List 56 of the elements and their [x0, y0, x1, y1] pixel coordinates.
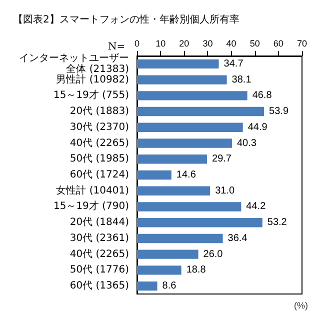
data-label: 38.1 [232, 74, 252, 86]
bar [137, 154, 208, 164]
bar [137, 281, 158, 291]
bar [137, 234, 223, 244]
y-tick-label: 60代 (1724) [70, 170, 130, 180]
x-tick-label: 50 [250, 38, 260, 48]
text: N= [108, 42, 126, 52]
bar [137, 186, 210, 196]
x-tick-label: 40 [226, 38, 236, 48]
y-tick-label: インターネットユーザー全体 (21383) [19, 52, 130, 75]
bar [137, 91, 248, 100]
bar [137, 106, 264, 116]
y-tick-label: 15～19才 (755) [53, 89, 130, 102]
y-tick-label: 女性計 (10401) [56, 184, 130, 196]
data-label: 36.4 [228, 232, 248, 244]
chart-title: 【図表2】スマートフォンの性・年齢別個人所有率 [13, 14, 240, 26]
data-label: 53.2 [267, 217, 288, 228]
bar [137, 122, 243, 132]
data-label: 26.0 [203, 248, 224, 260]
bar [137, 202, 242, 212]
y-tick-label: 50代 (1776) [70, 264, 130, 276]
data-label: 29.7 [212, 154, 232, 165]
x-tick-label: 60 [273, 38, 284, 48]
bar [137, 138, 232, 148]
y-tick-label: 50代 (1985) [70, 154, 130, 165]
bar [137, 75, 227, 84]
y-tick-label: 60代 (1365) [70, 280, 130, 292]
data-label: 44.2 [246, 201, 266, 212]
x-tick-label: 70 [296, 38, 308, 48]
data-label: 44.9 [248, 122, 268, 133]
y-tick-label: 40代 (2265) [70, 138, 130, 149]
x-tick-label: 0 [134, 38, 140, 48]
bar [137, 250, 198, 259]
data-label: 31.0 [215, 185, 235, 196]
y-tick-label: 40代 (2265) [70, 248, 130, 260]
data-label: 8.6 [162, 280, 177, 292]
y-tick-label: 20代 (1883) [70, 106, 130, 118]
data-label: 46.8 [252, 90, 272, 102]
data-label: 18.8 [186, 264, 206, 276]
x-tick-label: 30 [202, 38, 213, 48]
x-tick-label: 10 [156, 38, 166, 48]
data-label: 53.9 [269, 106, 289, 118]
y-tick-label: 男性計 (10982) [56, 73, 130, 86]
x-tick-label: 20 [179, 38, 190, 48]
y-tick-label: 30代 (2361) [70, 232, 130, 244]
bar [137, 218, 262, 228]
data-label: 40.3 [236, 138, 257, 149]
data-label: 34.7 [224, 58, 244, 70]
y-tick-label: 20代 (1844) [70, 217, 130, 228]
y-tick-label: 15～19才 (790) [53, 200, 130, 212]
x-axis-title: (%) [294, 300, 308, 310]
bar [137, 170, 172, 180]
y-tick-label: 30代 (2370) [70, 122, 130, 133]
bar [137, 59, 219, 69]
data-label: 14.6 [176, 170, 196, 180]
bar [137, 266, 182, 275]
